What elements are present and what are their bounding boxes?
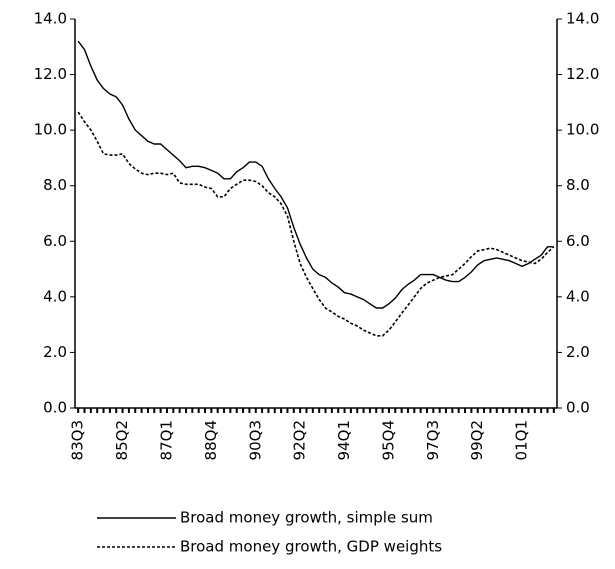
x-tick-label: 95Q4	[379, 420, 397, 460]
x-tick-label: 87Q1	[157, 420, 175, 460]
y2-tick-label: 2.0	[566, 343, 590, 361]
y2-tick-label: 12.0	[566, 65, 599, 83]
x-tick-label: 90Q3	[246, 420, 264, 460]
legend-label: Broad money growth, simple sum	[180, 509, 433, 527]
y2-tick-label: 4.0	[566, 287, 590, 305]
x-tick-label: 88Q4	[202, 420, 220, 460]
y-tick-label: 12.0	[34, 65, 67, 83]
y2-tick-label: 10.0	[566, 121, 599, 139]
series-line	[77, 40, 554, 309]
y-tick-label: 14.0	[34, 10, 67, 28]
legend-label: Broad money growth, GDP weights	[180, 538, 442, 556]
y2-tick-label: 14.0	[566, 10, 599, 28]
x-tick-label: 92Q2	[291, 420, 309, 460]
y-tick-label: 8.0	[43, 176, 67, 194]
x-tick-label: 01Q1	[513, 420, 531, 460]
y2-tick-label: 6.0	[566, 232, 590, 250]
x-tick-label: 97Q3	[424, 420, 442, 460]
y-tick-label: 0.0	[43, 399, 67, 417]
y-tick-label: 4.0	[43, 287, 67, 305]
x-tick-label: 94Q1	[335, 420, 353, 460]
x-tick-label: 99Q2	[468, 420, 486, 460]
y2-tick-label: 8.0	[566, 176, 590, 194]
y-tick-label: 2.0	[43, 343, 67, 361]
x-tick-label: 85Q2	[113, 420, 131, 460]
series-line	[77, 111, 555, 337]
x-tick-label: 83Q3	[69, 420, 87, 460]
y2-tick-label: 0.0	[566, 399, 590, 417]
y-tick-label: 10.0	[34, 121, 67, 139]
y-tick-label: 6.0	[43, 232, 67, 250]
